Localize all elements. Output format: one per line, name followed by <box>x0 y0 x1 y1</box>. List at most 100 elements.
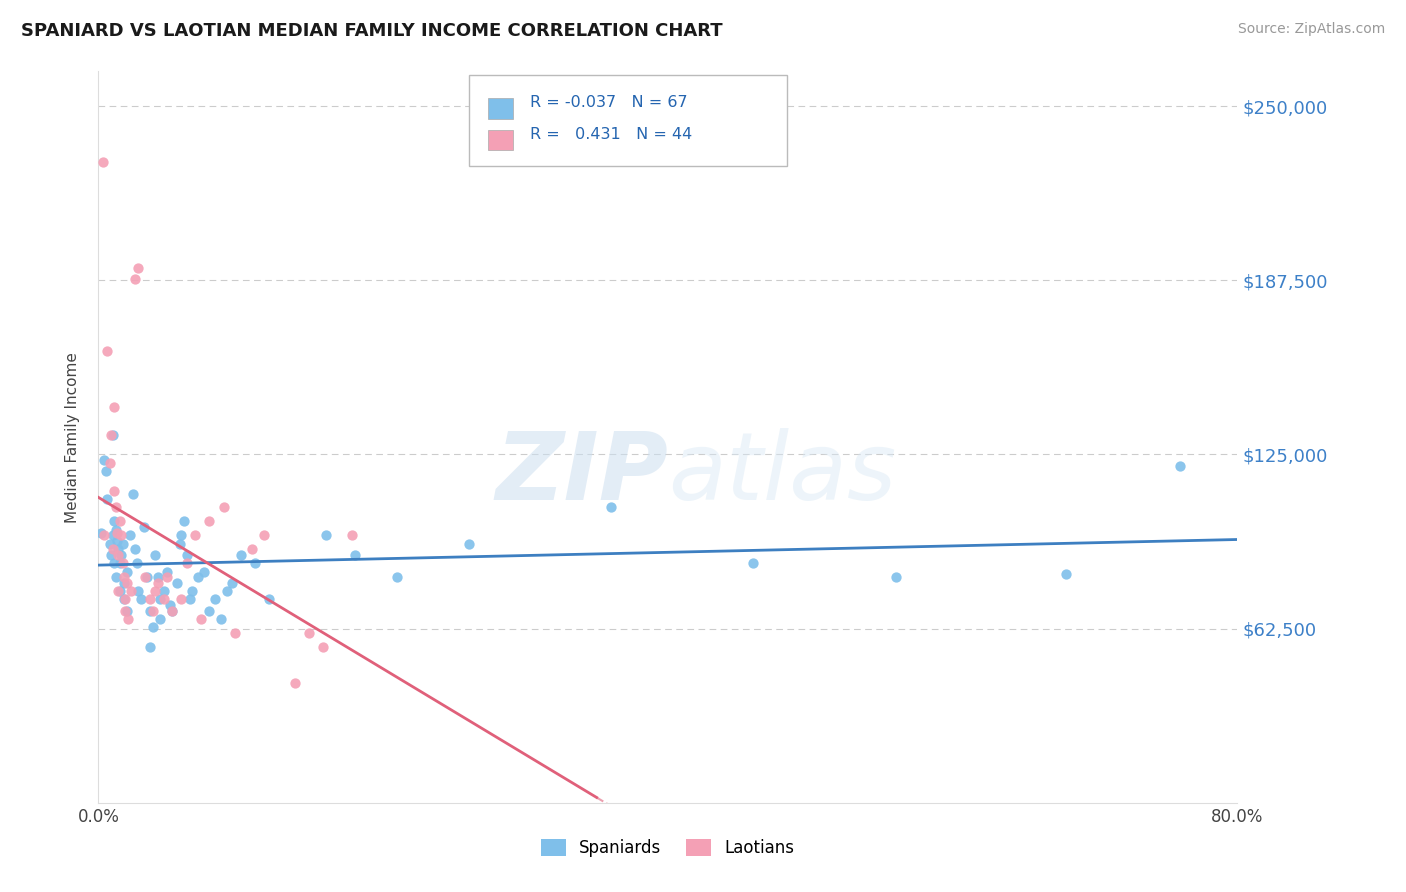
Point <box>284 676 307 690</box>
Point <box>298 625 321 640</box>
Point <box>145 548 167 562</box>
FancyBboxPatch shape <box>468 75 787 167</box>
Point <box>229 548 252 562</box>
Point <box>138 592 160 607</box>
Text: SPANIARD VS LAOTIAN MEDIAN FAMILY INCOME CORRELATION CHART: SPANIARD VS LAOTIAN MEDIAN FAMILY INCOME… <box>21 22 723 40</box>
Point <box>153 592 176 607</box>
Point <box>170 592 193 607</box>
Point <box>141 603 163 617</box>
Point <box>98 536 121 550</box>
Point <box>98 456 121 470</box>
Point <box>209 612 232 626</box>
Point <box>103 400 125 414</box>
Point <box>132 520 155 534</box>
Point <box>115 575 138 590</box>
Point <box>259 592 281 607</box>
Point <box>742 556 765 570</box>
Point <box>90 525 112 540</box>
Point <box>107 548 129 562</box>
Point <box>173 514 195 528</box>
Point <box>176 556 198 570</box>
Point <box>187 570 209 584</box>
Point <box>104 523 127 537</box>
Point <box>170 528 193 542</box>
Text: Source: ZipAtlas.com: Source: ZipAtlas.com <box>1237 22 1385 37</box>
Point <box>156 570 179 584</box>
Text: R = -0.037   N = 67: R = -0.037 N = 67 <box>530 95 688 111</box>
Point <box>184 528 207 542</box>
Point <box>156 565 179 579</box>
Point <box>243 556 266 570</box>
Point <box>104 500 127 515</box>
Point <box>103 556 125 570</box>
Point <box>1170 458 1192 473</box>
Point <box>105 533 128 548</box>
Point <box>103 514 125 528</box>
Point <box>153 584 176 599</box>
Point <box>112 575 135 590</box>
Point <box>212 500 235 515</box>
Point <box>224 625 246 640</box>
Point <box>96 492 118 507</box>
Point <box>124 542 146 557</box>
Point <box>179 592 201 607</box>
Point <box>125 556 148 570</box>
Text: ZIP: ZIP <box>495 427 668 520</box>
Point <box>138 603 160 617</box>
Point <box>115 565 138 579</box>
Point <box>148 570 170 584</box>
Point <box>169 536 191 550</box>
Point <box>252 528 274 542</box>
Point <box>115 603 138 617</box>
Point <box>121 486 143 500</box>
Point <box>198 514 221 528</box>
Point <box>1056 567 1078 582</box>
Point <box>107 584 129 599</box>
Point <box>141 620 163 634</box>
Point <box>100 428 122 442</box>
Point <box>162 603 184 617</box>
Point <box>145 584 167 599</box>
Point <box>221 575 243 590</box>
Point <box>240 542 263 557</box>
Point <box>101 528 124 542</box>
Text: atlas: atlas <box>668 428 896 519</box>
Point <box>148 575 170 590</box>
Point <box>108 584 131 599</box>
Point <box>114 592 136 607</box>
Text: R =   0.431   N = 44: R = 0.431 N = 44 <box>530 127 692 142</box>
Point <box>112 592 135 607</box>
Point <box>107 542 129 557</box>
Point <box>110 548 132 562</box>
Point <box>94 464 117 478</box>
Point <box>162 603 184 617</box>
Point <box>457 536 479 550</box>
Point <box>91 155 114 169</box>
Bar <box>488 130 513 151</box>
Point <box>190 612 212 626</box>
Point <box>159 598 181 612</box>
Legend: Spaniards, Laotians: Spaniards, Laotians <box>534 832 801 864</box>
Point <box>181 584 204 599</box>
Point <box>101 542 124 557</box>
Point <box>149 612 172 626</box>
Point <box>101 428 124 442</box>
Point <box>343 548 366 562</box>
Point <box>93 528 115 542</box>
Y-axis label: Median Family Income: Median Family Income <box>65 351 80 523</box>
Point <box>149 592 172 607</box>
Point <box>124 272 146 286</box>
Bar <box>488 98 513 119</box>
Point <box>127 260 149 275</box>
Point <box>118 528 141 542</box>
Point <box>135 570 157 584</box>
Point <box>110 528 132 542</box>
Point <box>340 528 363 542</box>
Point <box>312 640 335 654</box>
Point <box>387 570 409 584</box>
Point <box>114 603 136 617</box>
Point <box>120 584 142 599</box>
Point <box>176 548 198 562</box>
Point <box>198 603 221 617</box>
Point <box>138 640 160 654</box>
